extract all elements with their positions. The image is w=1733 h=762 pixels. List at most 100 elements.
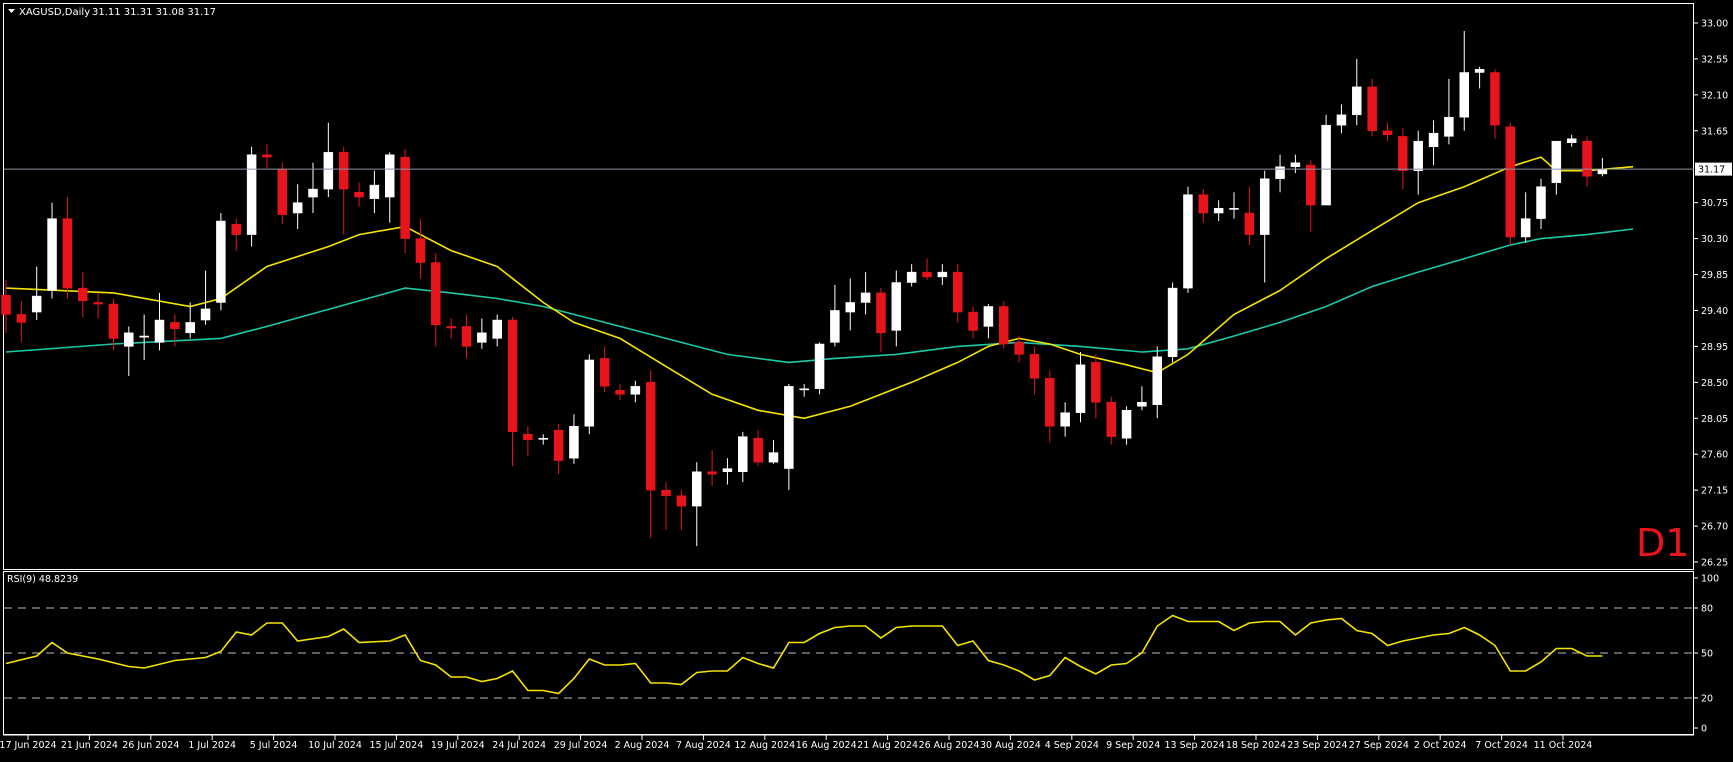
price-tick-label: 28.05 [1701, 414, 1728, 425]
date-tick-label: 19 Jul 2024 [431, 740, 485, 751]
ma-fast-line [5, 156, 1634, 420]
candle-body [1413, 140, 1423, 171]
date-tick-label: 15 Jul 2024 [370, 740, 424, 751]
date-tick-label: 13 Sep 2024 [1164, 740, 1224, 751]
candle-body [1520, 218, 1531, 238]
price-tick-label: 27.15 [1701, 486, 1728, 497]
candle-body [599, 358, 610, 387]
candle-body [200, 308, 211, 321]
date-tick-label: 17 Jun 2024 [0, 740, 57, 751]
price-tick-label: 30.75 [1701, 198, 1728, 209]
candle-body [584, 359, 595, 427]
candle-body [738, 436, 748, 473]
candle-body [354, 192, 364, 198]
candles [1, 30, 1608, 547]
candle-body [108, 303, 119, 339]
date-tick-label: 10 Jul 2024 [308, 740, 362, 751]
candle-body [216, 220, 226, 303]
candle-body [922, 271, 932, 278]
price-tick-label: 28.95 [1701, 342, 1728, 353]
candle-body [707, 471, 717, 475]
date-tick-label: 23 Sep 2024 [1287, 740, 1347, 751]
date-tick-label: 16 Aug 2024 [796, 740, 857, 751]
candle-body [262, 154, 272, 158]
candle-body [1382, 130, 1393, 136]
candle-body [1536, 186, 1546, 219]
candle-body [1213, 207, 1224, 214]
candle-body [1091, 362, 1101, 403]
candle-body [415, 238, 426, 263]
candle-body [1428, 132, 1439, 148]
candle-body [906, 271, 917, 283]
candle-body [1367, 86, 1377, 132]
candle-body [1075, 364, 1086, 413]
collapse-triangle-icon[interactable] [8, 9, 15, 13]
candle-body [999, 306, 1009, 345]
candle-body [1566, 138, 1577, 144]
candle-body [1244, 212, 1255, 235]
candle-body [1, 295, 11, 315]
ohlc-values: 31.11 31.31 31.08 31.17 [92, 7, 216, 18]
date-tick-label: 7 Aug 2024 [676, 740, 731, 751]
candle-body [1167, 287, 1178, 358]
candle-body [1183, 194, 1193, 289]
date-tick-label: 4 Sep 2024 [1045, 740, 1099, 751]
rsi-line [5, 614, 1603, 695]
candle-body [477, 332, 487, 343]
candle-body [952, 271, 963, 313]
price-tick-label: 30.30 [1701, 234, 1728, 245]
candle-body [78, 287, 88, 302]
date-tick-label: 26 Aug 2024 [919, 740, 980, 751]
candle-body [507, 319, 518, 433]
price-tick-label: 26.25 [1701, 558, 1728, 569]
candle-body [323, 152, 334, 190]
candle-body [1321, 124, 1331, 206]
candle-body [1336, 114, 1347, 126]
candle-body [277, 168, 288, 215]
date-tick-label: 2 Aug 2024 [615, 740, 670, 751]
candle-body [876, 292, 886, 334]
candle-body [569, 425, 579, 459]
candle-body [1306, 164, 1316, 206]
rsi-label: RSI(9) 48.8239 [7, 574, 78, 585]
price-tick-label: 27.60 [1701, 450, 1728, 461]
candle-body [461, 326, 472, 347]
x-axis: 17 Jun 2024 21 Jun 2024 26 Jun 2024 1 Jul 2… [0, 735, 1592, 751]
candle-body [1106, 402, 1116, 437]
moving-averages [5, 156, 1634, 420]
candle-body [1229, 207, 1239, 210]
candle-body [308, 188, 318, 198]
price-axis: 33.00 32.55 32.10 31.65 30.75 30.30 29.85 29.40… [1694, 18, 1728, 569]
current-price-label: 31.17 [1698, 165, 1725, 176]
rsi-tick-label: 50 [1701, 649, 1713, 660]
candle-body [185, 322, 195, 334]
price-tick-label: 31.65 [1701, 126, 1728, 137]
price-tick-label: 33.00 [1701, 18, 1728, 29]
date-tick-label: 7 Oct 2024 [1475, 740, 1528, 751]
candle-body [1398, 136, 1408, 171]
candle-body [1198, 194, 1209, 214]
candle-body [1275, 166, 1285, 179]
rsi-tick-label: 100 [1701, 574, 1719, 585]
candle-body [124, 332, 134, 347]
candle-body [62, 218, 73, 289]
candle-body [1352, 86, 1362, 116]
date-tick-label: 26 Jun 2024 [122, 740, 179, 751]
candle-body [369, 184, 380, 199]
candle-body [292, 202, 303, 214]
price-tick-label: 26.70 [1701, 522, 1728, 533]
candle-body [768, 452, 779, 463]
candle-body [1474, 69, 1485, 73]
candle-body [385, 154, 395, 198]
rsi-panel: 100 80 50 20 0 [4, 574, 1719, 735]
candle-body [1045, 378, 1055, 427]
candle-body [1060, 412, 1070, 427]
date-tick-label: 29 Jul 2024 [554, 740, 608, 751]
candle-body [722, 468, 733, 473]
candle-body [615, 390, 625, 395]
price-panel-frame [3, 3, 1694, 570]
candle-body [47, 218, 57, 291]
candle-body [93, 302, 103, 305]
